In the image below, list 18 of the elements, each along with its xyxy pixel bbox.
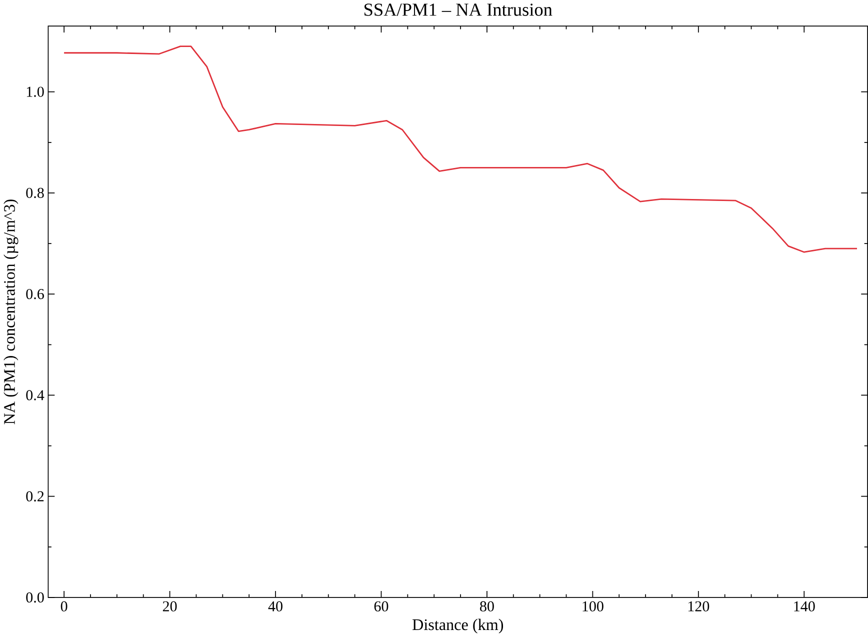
x-tick-label: 120 <box>688 601 710 612</box>
x-tick-label: 80 <box>480 601 494 612</box>
x-tick-label: 100 <box>582 601 604 612</box>
x-tick-label: 0 <box>60 601 68 612</box>
y-tick-label: 1.0 <box>26 86 44 97</box>
y-tick-label: 0.4 <box>26 390 44 400</box>
x-axis-title: Distance (km) <box>412 618 504 634</box>
line-series <box>63 46 858 253</box>
x-tick-label: 20 <box>162 601 177 612</box>
x-tick-label: 40 <box>268 601 282 612</box>
y-axis-title: NA (PM1) concentration (µg/m^3) <box>4 200 18 424</box>
chart-title: SSA/PM1 – NA Intrusion <box>364 4 552 16</box>
y-tick-label: 0.2 <box>26 491 44 502</box>
y-tick-label: 0.0 <box>26 592 44 603</box>
x-tick-label: 140 <box>794 601 815 612</box>
y-tick-label: 0.8 <box>26 188 44 198</box>
y-tick-label: 0.6 <box>26 288 44 300</box>
x-tick-label: 60 <box>374 601 388 612</box>
